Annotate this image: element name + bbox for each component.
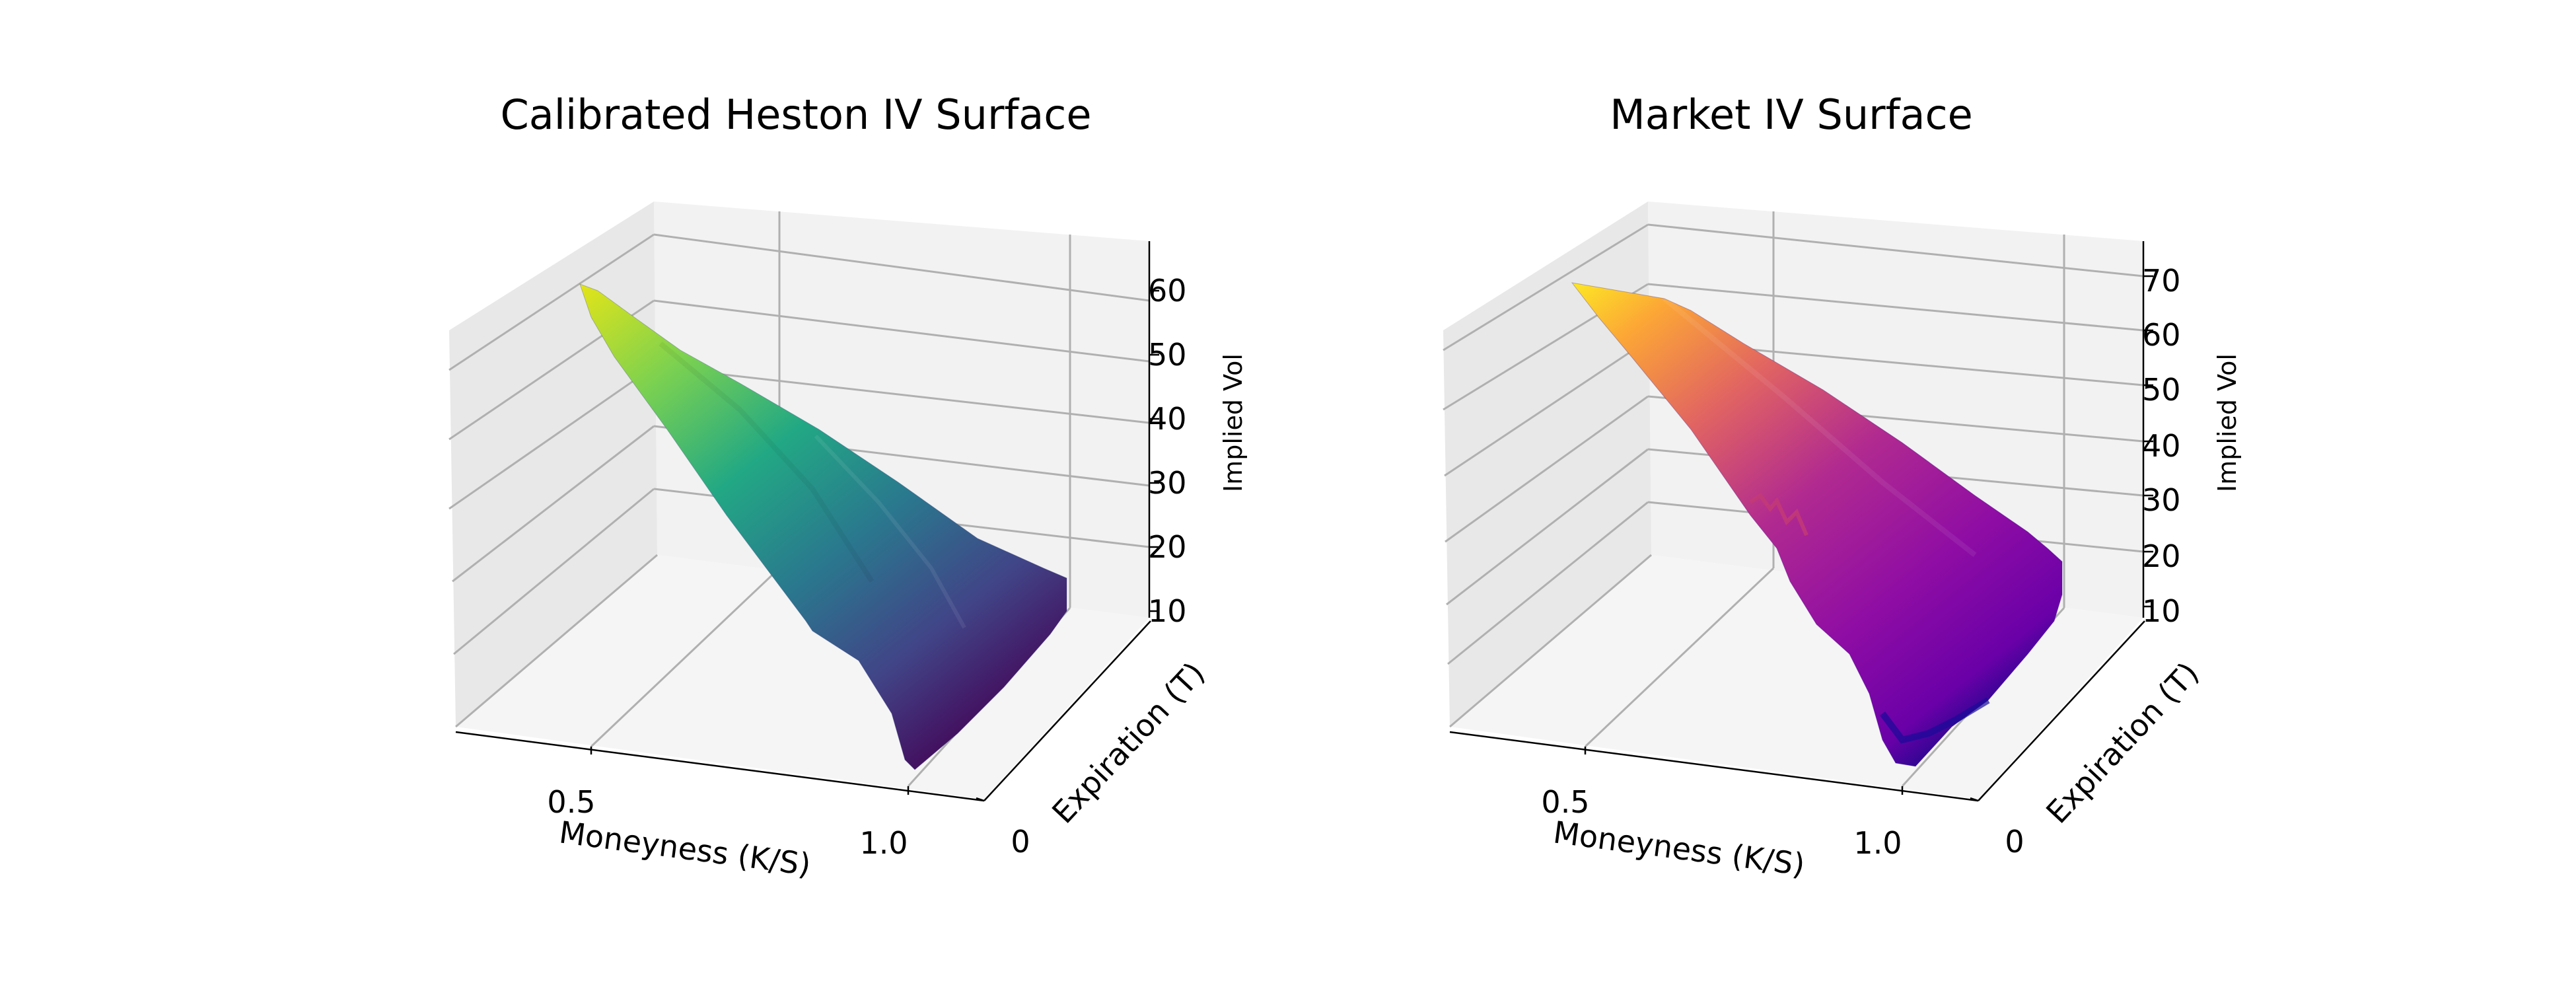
z-tick-label: 10 xyxy=(2142,593,2181,629)
x-axis-label: Moneyness (K/S) xyxy=(557,814,813,883)
z-tick-label: 20 xyxy=(1148,529,1187,565)
y-tick-label: 0 xyxy=(1011,824,1030,860)
z-tick-label: 70 xyxy=(2142,263,2181,299)
z-tick-label: 10 xyxy=(1148,593,1187,629)
chart-heston: Calibrated Heston IV Surface xyxy=(448,91,1248,883)
chart-title: Market IV Surface xyxy=(1610,91,1972,139)
chart-title: Calibrated Heston IV Surface xyxy=(500,91,1091,139)
z-tick-label: 60 xyxy=(1148,273,1187,309)
chart-market: Market IV Surface xyxy=(1443,91,2242,883)
z-ticks: 10 20 30 40 50 60 70 xyxy=(2142,263,2181,629)
x-tick-label: 0.5 xyxy=(1541,784,1589,820)
z-tick-label: 60 xyxy=(2142,317,2181,353)
x-axis-label: Moneyness (K/S) xyxy=(1552,814,1807,883)
y-axis xyxy=(984,620,1151,801)
side-pane xyxy=(1443,202,1651,727)
x-tick-label: 1.0 xyxy=(1853,825,1902,861)
z-tick-label: 20 xyxy=(2142,538,2181,574)
y-tick-label: 0 xyxy=(2005,824,2024,860)
z-axis-label: Implied Vol xyxy=(2213,353,2242,492)
z-ticks: 10 20 30 40 50 60 xyxy=(1148,273,1187,629)
z-tick-label: 50 xyxy=(2142,372,2181,408)
y-axis xyxy=(1978,620,2145,801)
z-tick-label: 50 xyxy=(1148,337,1187,373)
x-axis xyxy=(1449,731,1979,802)
iv-surface xyxy=(1571,282,2063,767)
iv-surface xyxy=(579,283,1067,770)
z-tick-label: 40 xyxy=(1148,401,1187,437)
x-tick-label: 0.5 xyxy=(547,784,595,820)
z-tick-label: 30 xyxy=(1148,465,1187,501)
z-axis-label: Implied Vol xyxy=(1219,353,1248,492)
z-tick-label: 30 xyxy=(2142,482,2181,518)
x-tick-label: 1.0 xyxy=(859,825,908,861)
x-axis xyxy=(455,731,985,802)
z-tick-label: 40 xyxy=(2142,428,2181,464)
